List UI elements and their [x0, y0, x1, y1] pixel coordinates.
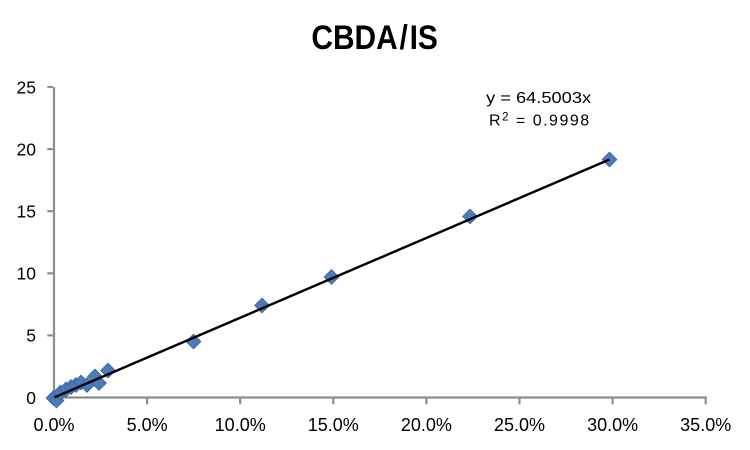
svg-text:30.0%: 30.0%: [587, 415, 638, 435]
svg-text:15.0%: 15.0%: [308, 415, 359, 435]
svg-text:R2 = 0.9998: R2 = 0.9998: [489, 111, 591, 129]
svg-text:20.0%: 20.0%: [401, 415, 452, 435]
svg-text:20: 20: [17, 139, 37, 159]
svg-text:5: 5: [26, 326, 36, 346]
svg-text:10.0%: 10.0%: [215, 415, 266, 435]
svg-text:y = 64.5003x: y = 64.5003x: [486, 90, 591, 107]
svg-text:0.0%: 0.0%: [33, 415, 74, 435]
svg-text:15: 15: [17, 202, 36, 222]
svg-text:25: 25: [17, 77, 36, 97]
svg-text:0: 0: [26, 388, 36, 408]
svg-text:25.0%: 25.0%: [494, 415, 545, 435]
svg-text:5.0%: 5.0%: [127, 415, 168, 435]
svg-text:35.0%: 35.0%: [680, 415, 731, 435]
svg-text:10: 10: [17, 264, 37, 284]
svg-text:CBDA/IS: CBDA/IS: [311, 18, 438, 56]
